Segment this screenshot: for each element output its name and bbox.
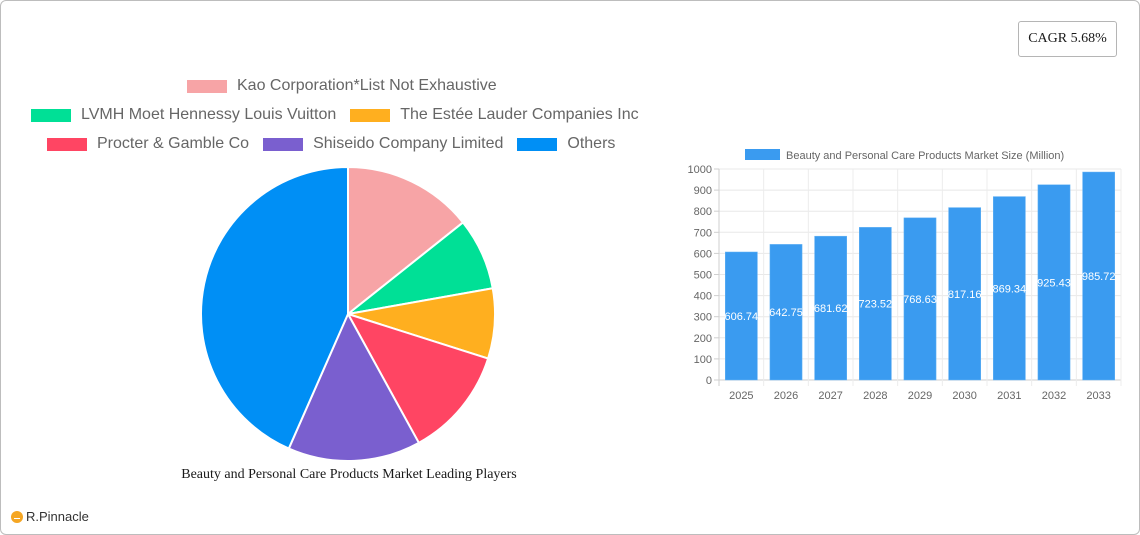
legend-swatch bbox=[745, 149, 780, 160]
pie-slice[interactable] bbox=[287, 311, 421, 462]
legend-label: The Estée Lauder Companies Inc bbox=[400, 106, 639, 123]
x-tick-label: 2029 bbox=[908, 390, 932, 402]
bar-value-label: 985.72 bbox=[1082, 271, 1116, 283]
bar-legend[interactable]: Beauty and Personal Care Products Market… bbox=[745, 149, 1064, 162]
y-tick-label: 100 bbox=[694, 354, 712, 366]
x-tick-label: 2031 bbox=[997, 390, 1021, 402]
bar-value-label: 606.74 bbox=[725, 311, 759, 323]
legend-swatch bbox=[350, 108, 391, 122]
bar-value-label: 869.34 bbox=[993, 283, 1027, 295]
y-tick-label: 900 bbox=[694, 185, 712, 197]
x-tick-label: 2027 bbox=[818, 390, 842, 402]
legend-label: Others bbox=[567, 135, 616, 152]
y-tick-label: 500 bbox=[694, 270, 712, 282]
y-tick-label: 0 bbox=[706, 375, 712, 387]
bar[interactable] bbox=[1082, 171, 1115, 381]
x-tick-label: 2028 bbox=[863, 390, 887, 402]
legend-item-others[interactable]: Others bbox=[517, 135, 615, 153]
y-tick-label: 400 bbox=[694, 291, 712, 303]
y-tick-label: 200 bbox=[694, 333, 712, 345]
bar-value-label: 642.75 bbox=[769, 307, 803, 319]
bar-value-label: 723.52 bbox=[859, 299, 893, 311]
pie-legend-row-1: Kao Corporation*List Not Exhaustive bbox=[187, 77, 497, 95]
x-tick-label: 2030 bbox=[952, 390, 976, 402]
legend-label: LVMH Moet Hennessy Louis Vuitton bbox=[81, 106, 337, 123]
bar[interactable] bbox=[903, 217, 937, 381]
legend-label: Beauty and Personal Care Products Market… bbox=[786, 150, 1064, 162]
bar[interactable] bbox=[725, 251, 758, 381]
brand-name: R.Pinnacle bbox=[26, 509, 89, 524]
legend-label: Procter & Gamble Co bbox=[97, 135, 250, 152]
y-tick-label: 700 bbox=[694, 227, 712, 239]
legend-item-kao[interactable]: Kao Corporation*List Not Exhaustive bbox=[187, 77, 497, 95]
bar[interactable] bbox=[859, 227, 892, 381]
legend-item-shiseido[interactable]: Shiseido Company Limited bbox=[263, 135, 503, 153]
bar-value-label: 817.16 bbox=[948, 289, 982, 301]
legend-item-lvmh[interactable]: LVMH Moet Hennessy Louis Vuitton bbox=[31, 106, 336, 124]
x-tick-label: 2026 bbox=[774, 390, 798, 402]
y-tick-label: 600 bbox=[694, 248, 712, 260]
bar-value-label: 925.43 bbox=[1037, 277, 1071, 289]
legend-swatch bbox=[517, 137, 558, 151]
bar[interactable] bbox=[1037, 184, 1071, 381]
pie-slice[interactable] bbox=[345, 312, 490, 445]
legend-swatch bbox=[187, 79, 227, 93]
legend-item-estee-lauder[interactable]: The Estée Lauder Companies Inc bbox=[350, 106, 639, 124]
pie-slice[interactable] bbox=[347, 165, 465, 317]
legend-label: Shiseido Company Limited bbox=[313, 135, 504, 152]
bar-value-label: 681.62 bbox=[814, 303, 848, 315]
bar[interactable] bbox=[769, 244, 803, 381]
y-tick-label: 1000 bbox=[688, 164, 712, 176]
legend-swatch bbox=[31, 108, 71, 122]
pie-chart-title: Beauty and Personal Care Products Market… bbox=[181, 467, 517, 482]
y-tick-label: 800 bbox=[694, 206, 712, 218]
brand-logo: R.Pinnacle bbox=[11, 509, 89, 524]
pinnacle-logo-icon bbox=[11, 510, 23, 523]
cagr-badge: CAGR 5.68% bbox=[1018, 21, 1117, 57]
legend-swatch bbox=[263, 137, 304, 151]
legend-label: Kao Corporation*List Not Exhaustive bbox=[237, 77, 497, 94]
pie-legend-row-2: LVMH Moet Hennessy Louis Vuitton The Est… bbox=[31, 106, 639, 124]
bar[interactable] bbox=[993, 196, 1026, 381]
legend-item-pg[interactable]: Procter & Gamble Co bbox=[47, 135, 249, 153]
bar[interactable] bbox=[948, 207, 981, 381]
x-tick-label: 2025 bbox=[729, 390, 753, 402]
bar-value-label: 768.63 bbox=[903, 294, 937, 306]
x-tick-label: 2032 bbox=[1042, 390, 1066, 402]
pie-slice[interactable] bbox=[200, 165, 349, 450]
bar[interactable] bbox=[814, 235, 847, 381]
y-tick-label: 300 bbox=[694, 312, 712, 324]
pie-legend-row-3: Procter & Gamble Co Shiseido Company Lim… bbox=[47, 135, 615, 153]
x-tick-label: 2033 bbox=[1086, 390, 1110, 402]
legend-swatch bbox=[47, 137, 87, 151]
